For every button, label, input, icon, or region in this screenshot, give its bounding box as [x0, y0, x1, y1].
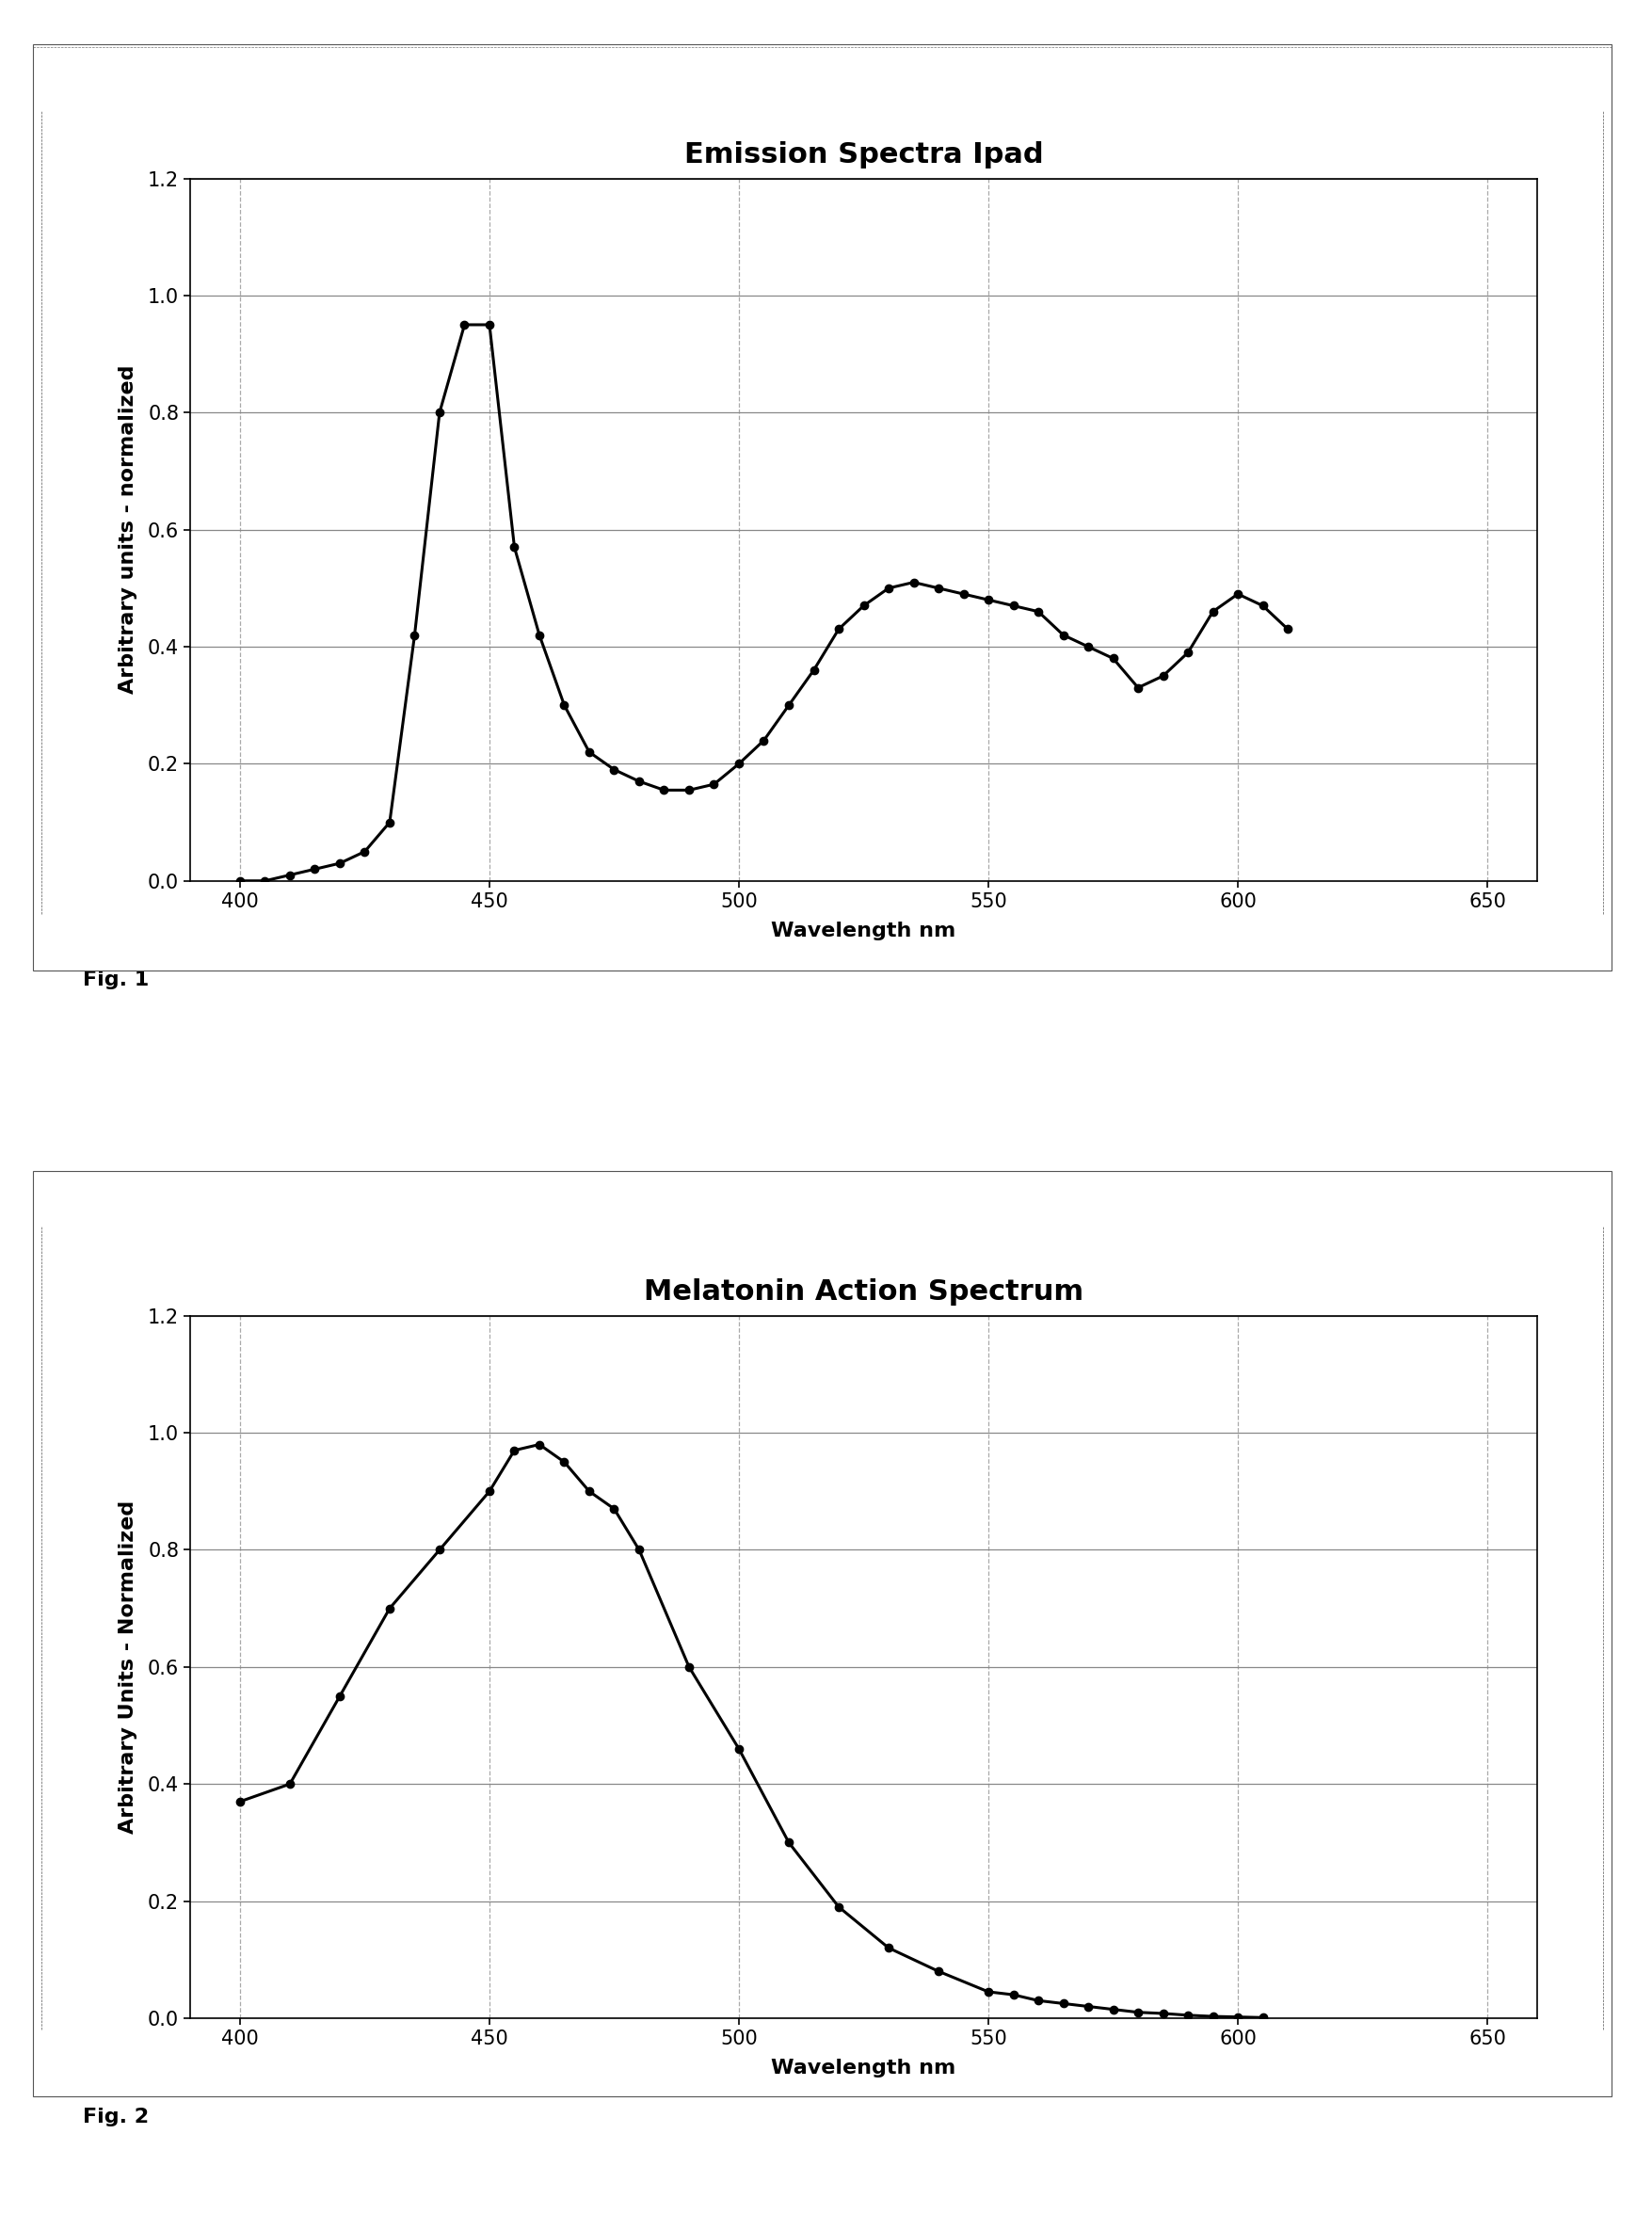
Y-axis label: Arbitrary Units - Normalized: Arbitrary Units - Normalized	[119, 1501, 137, 1833]
Title: Melatonin Action Spectrum: Melatonin Action Spectrum	[643, 1278, 1084, 1305]
Y-axis label: Arbitrary units - normalized: Arbitrary units - normalized	[119, 366, 137, 694]
X-axis label: Wavelength nm: Wavelength nm	[771, 921, 955, 941]
Text: Fig. 1: Fig. 1	[83, 970, 149, 988]
Text: Fig. 2: Fig. 2	[83, 2107, 149, 2125]
X-axis label: Wavelength nm: Wavelength nm	[771, 2058, 955, 2078]
Title: Emission Spectra Ipad: Emission Spectra Ipad	[684, 140, 1042, 167]
